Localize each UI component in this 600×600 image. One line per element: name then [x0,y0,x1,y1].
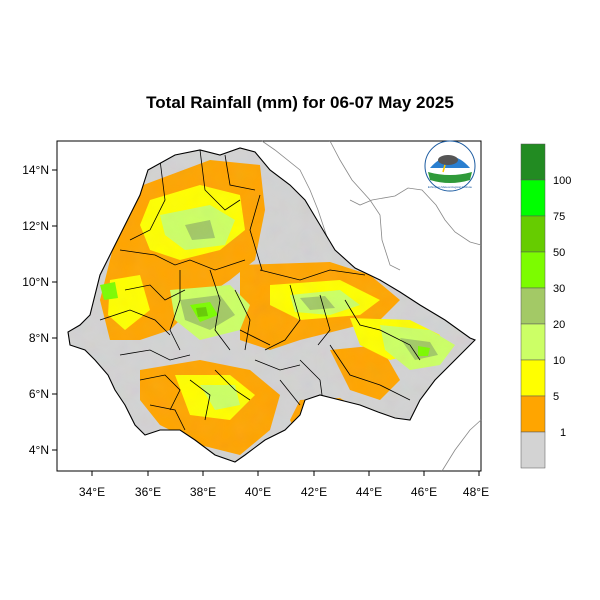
lat-tick-label: 6°N [29,387,49,401]
admin-boundaries [99,149,421,431]
legend-swatch [520,323,546,361]
legend-label: 1 [560,427,566,439]
lon-tick-label: 48°E [463,485,489,499]
lat-axis: 14°N 12°N 10°N 8°N 6°N 4°N [22,163,57,457]
legend-colorbar: 100 75 50 30 20 10 5 1 [520,143,571,469]
legend-swatch [520,251,546,289]
lon-tick-label: 36°E [135,485,161,499]
lat-tick-label: 10°N [22,275,49,289]
lon-tick-label: 44°E [356,485,382,499]
legend-swatch [520,395,546,433]
legend-label: 30 [553,283,565,295]
legend-swatch [520,431,546,469]
legend-label: 75 [553,211,565,223]
legend-swatch [520,215,546,253]
legend-swatch [520,143,546,181]
lat-tick-label: 8°N [29,331,49,345]
legend-swatch [520,179,546,217]
lon-tick-label: 38°E [190,485,216,499]
legend-label: 50 [553,247,565,259]
lon-axis: 34°E 36°E 38°E 40°E 42°E 44°E 46°E 48°E [79,471,489,499]
lat-tick-label: 12°N [22,219,49,233]
legend-label: 5 [553,391,559,403]
lon-tick-label: 46°E [411,485,437,499]
legend-swatch [520,287,546,325]
legend-swatch [520,359,546,397]
logo-text: Ethiopian Meteorological Institute [428,185,473,189]
legend-label: 100 [553,175,571,187]
lat-tick-label: 4°N [29,443,49,457]
legend-label: 20 [553,319,565,331]
lon-tick-label: 34°E [79,485,105,499]
map-title: Total Rainfall (mm) for 06-07 May 2025 [146,93,454,112]
neighbor-borders [261,140,482,472]
lat-tick-label: 14°N [22,163,49,177]
legend-label: 10 [553,355,565,367]
lon-tick-label: 40°E [245,485,271,499]
lon-tick-label: 42°E [301,485,327,499]
emi-logo: Ethiopian Meteorological Institute [424,140,476,192]
